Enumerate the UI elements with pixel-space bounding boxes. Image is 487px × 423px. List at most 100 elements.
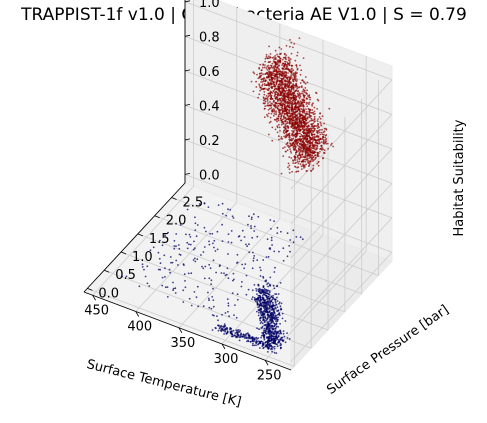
data-point-low: [280, 307, 282, 310]
data-point-high: [267, 133, 270, 136]
data-point-low: [200, 254, 202, 256]
data-point-low: [276, 232, 279, 235]
grid-x-floor: [264, 250, 367, 361]
data-point-low: [226, 298, 229, 300]
data-point-low: [278, 250, 280, 253]
data-point-high: [279, 94, 282, 96]
data-point-high: [290, 157, 293, 159]
data-point-high: [265, 95, 268, 97]
data-point-high: [285, 122, 288, 125]
data-point-high: [291, 67, 293, 70]
data-point-high: [275, 62, 278, 64]
data-point-low: [265, 256, 268, 258]
data-point-high: [309, 127, 312, 130]
data-point-high: [284, 101, 286, 104]
data-point-low: [272, 303, 274, 305]
data-point-high: [299, 150, 302, 153]
data-point-high: [294, 73, 297, 76]
data-point-high: [275, 112, 277, 114]
data-point-low: [268, 291, 271, 294]
data-point-low: [271, 244, 273, 246]
data-point-low: [229, 331, 232, 334]
data-point-high: [305, 163, 308, 166]
data-point-high: [284, 68, 287, 71]
data-point-low: [301, 238, 304, 241]
data-point-high: [284, 71, 287, 74]
data-point-high: [277, 115, 280, 118]
data-point-high: [310, 117, 313, 120]
data-point-high: [282, 83, 284, 85]
data-point-low: [256, 302, 259, 305]
data-point-low: [273, 304, 276, 307]
data-point-low: [256, 235, 259, 238]
data-point-high: [271, 56, 274, 59]
data-point-high: [282, 62, 285, 65]
data-point-low: [263, 320, 266, 323]
data-point-low: [268, 310, 271, 313]
data-point-low: [275, 323, 278, 325]
data-point-low: [262, 294, 264, 297]
data-point-high: [271, 85, 274, 88]
data-point-high: [273, 91, 276, 94]
data-point-high: [304, 154, 307, 157]
data-point-high: [306, 141, 308, 143]
data-point-high: [322, 138, 325, 141]
data-point-high: [301, 92, 304, 95]
data-point-high: [303, 132, 306, 135]
data-point-high: [309, 152, 312, 154]
data-point-low: [265, 290, 268, 293]
data-point-high: [284, 95, 287, 97]
x-tick-label: 250: [257, 368, 282, 383]
data-point-high: [296, 110, 299, 112]
data-point-low: [262, 342, 265, 345]
data-point-high: [288, 156, 291, 159]
data-point-high: [271, 108, 274, 111]
data-point-low: [225, 332, 228, 335]
data-point-low: [265, 325, 268, 327]
data-point-high: [259, 63, 262, 66]
data-point-low: [234, 304, 236, 306]
data-point-high: [269, 98, 272, 101]
data-point-high: [294, 157, 297, 160]
data-point-high: [272, 114, 275, 117]
data-point-low: [263, 337, 266, 339]
data-point-high: [295, 66, 298, 68]
data-point-high: [266, 104, 268, 107]
grid-x-floor: [178, 218, 281, 329]
data-point-high: [279, 102, 282, 104]
grid-z-left: [290, 183, 393, 293]
z-tick-mark: [184, 103, 191, 106]
data-point-high: [308, 145, 311, 148]
data-point-low: [269, 283, 271, 286]
data-point-low: [262, 305, 264, 308]
data-point-low: [275, 293, 278, 295]
data-point-high: [285, 64, 288, 67]
data-point-low: [216, 248, 219, 251]
data-point-high: [304, 94, 306, 97]
data-point-low: [216, 315, 218, 317]
data-point-high: [268, 72, 271, 75]
z-tick-mark: [184, 138, 191, 141]
data-point-high: [250, 80, 253, 83]
data-point-low: [267, 341, 269, 344]
data-point-high: [278, 76, 280, 79]
data-point-high: [310, 158, 313, 161]
data-point-high: [307, 107, 310, 110]
data-point-high: [303, 136, 306, 139]
data-point-high: [303, 109, 305, 112]
data-point-low: [261, 297, 264, 300]
data-point-low: [257, 283, 260, 286]
data-point-high: [296, 170, 298, 173]
data-point-high: [252, 90, 255, 93]
data-point-high: [307, 153, 310, 156]
data-point-high: [318, 131, 321, 134]
x-tick-label: 300: [214, 352, 239, 367]
data-point-high: [282, 122, 285, 125]
data-point-low: [276, 226, 279, 229]
data-point-high: [266, 115, 269, 118]
data-point-low: [266, 318, 268, 321]
data-point-high: [314, 156, 317, 159]
data-point-low: [186, 241, 189, 244]
data-point-high: [324, 141, 327, 144]
data-point-high: [298, 96, 300, 98]
